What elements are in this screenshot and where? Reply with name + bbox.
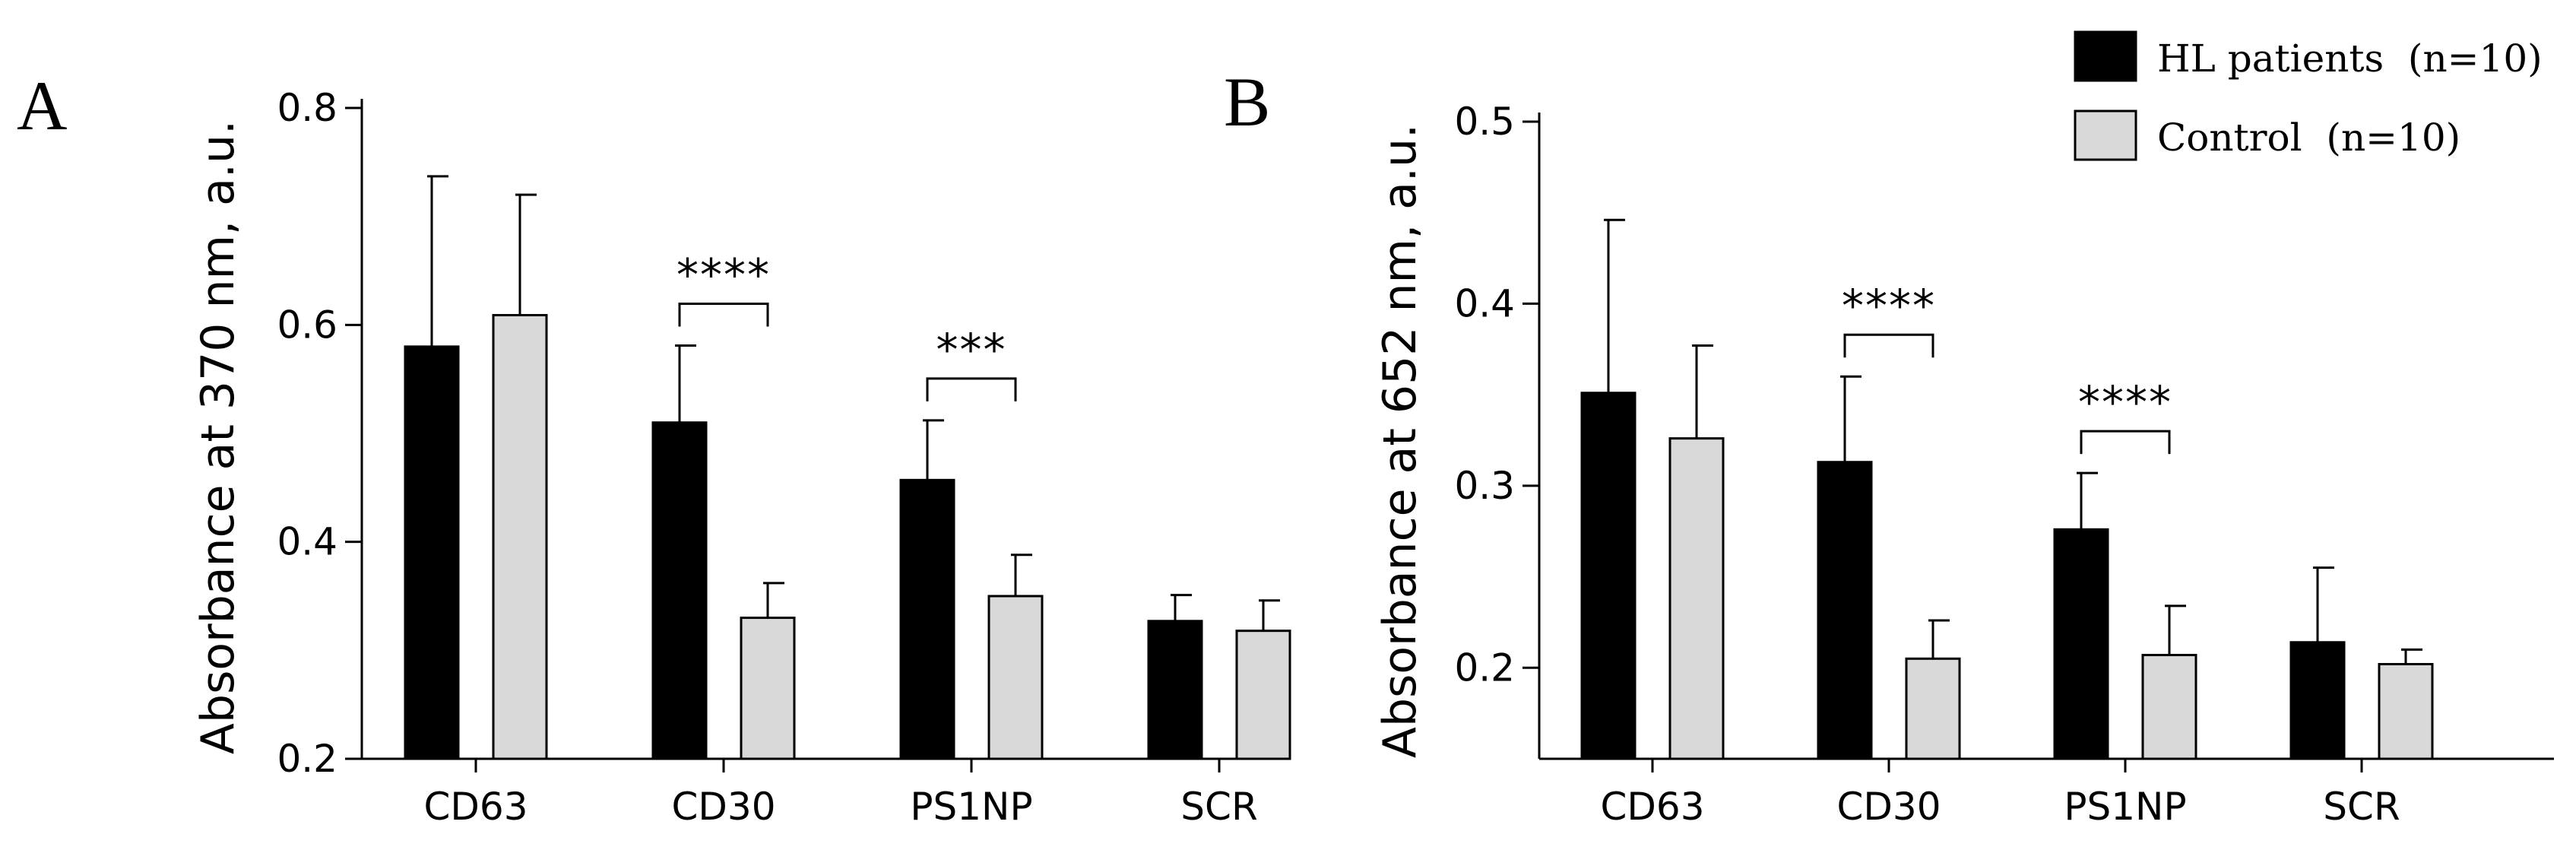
y-tick-label: 0.2 (277, 737, 337, 781)
chart-panel-a: 0.2 0.4 0.6 0.8 CD63 CD30 **** PS1NP *** SCR (277, 86, 1291, 829)
x-tick-label: CD30 (1836, 785, 1941, 829)
significance-label: **** (2078, 376, 2172, 428)
y-tick-label: 0.3 (1454, 464, 1515, 508)
legend-label-control: Control (n=10) (2157, 116, 2460, 160)
bar (1817, 461, 1873, 760)
bar (899, 478, 955, 760)
bar (1147, 620, 1203, 760)
bar (404, 345, 460, 760)
x-tick-label: SCR (1180, 785, 1257, 829)
bar (2289, 641, 2346, 760)
y-tick-label: 0.2 (1454, 646, 1515, 690)
bar (651, 421, 708, 760)
y-tick-label: 0.8 (277, 86, 337, 130)
bar (1235, 630, 1291, 760)
chart-panel-b: 0.2 0.3 0.4 0.5 CD63 CD30 **** PS1NP **** SCR (1454, 100, 2554, 829)
x-tick-label: CD63 (423, 785, 528, 829)
y-axis-label-b: Absorbance at 652 nm, a.u. (1374, 124, 1427, 758)
panel-letter-b: B (1224, 63, 1270, 141)
x-tick-label: CD63 (1600, 785, 1704, 829)
bar (1668, 437, 1725, 760)
significance-label: *** (936, 324, 1007, 376)
y-tick-label: 0.6 (277, 303, 337, 347)
bar (1905, 657, 1961, 760)
x-tick-label: SCR (2323, 785, 2400, 829)
significance-bracket (1843, 333, 1934, 358)
significance-bracket (2080, 430, 2171, 455)
bar (2378, 662, 2434, 760)
x-tick-label: PS1NP (910, 785, 1032, 829)
legend: HL patients (n=10) Control (n=10) (2074, 30, 2543, 161)
legend-label-hl-patients: HL patients (n=10) (2157, 36, 2543, 81)
bar (987, 595, 1044, 760)
significance-label: **** (1842, 280, 1936, 331)
y-tick-label: 0.5 (1454, 100, 1515, 144)
y-tick-label: 0.4 (277, 520, 337, 564)
significance-label: **** (676, 249, 771, 300)
significance-bracket (678, 302, 769, 327)
legend-swatch-hl-patients (2074, 30, 2137, 82)
panel-letter-a: A (17, 67, 67, 144)
legend-swatch-control (2074, 109, 2137, 161)
bar (740, 617, 796, 760)
bar (2141, 654, 2197, 760)
bar (492, 313, 548, 760)
bar (2053, 528, 2109, 760)
significance-bracket (926, 377, 1017, 401)
bar (1580, 392, 1637, 760)
y-tick-label: 0.4 (1454, 281, 1515, 325)
x-tick-label: CD30 (671, 785, 775, 829)
x-tick-label: PS1NP (2064, 785, 2186, 829)
y-axis-label-a: Absorbance at 370 nm, a.u. (192, 120, 245, 754)
